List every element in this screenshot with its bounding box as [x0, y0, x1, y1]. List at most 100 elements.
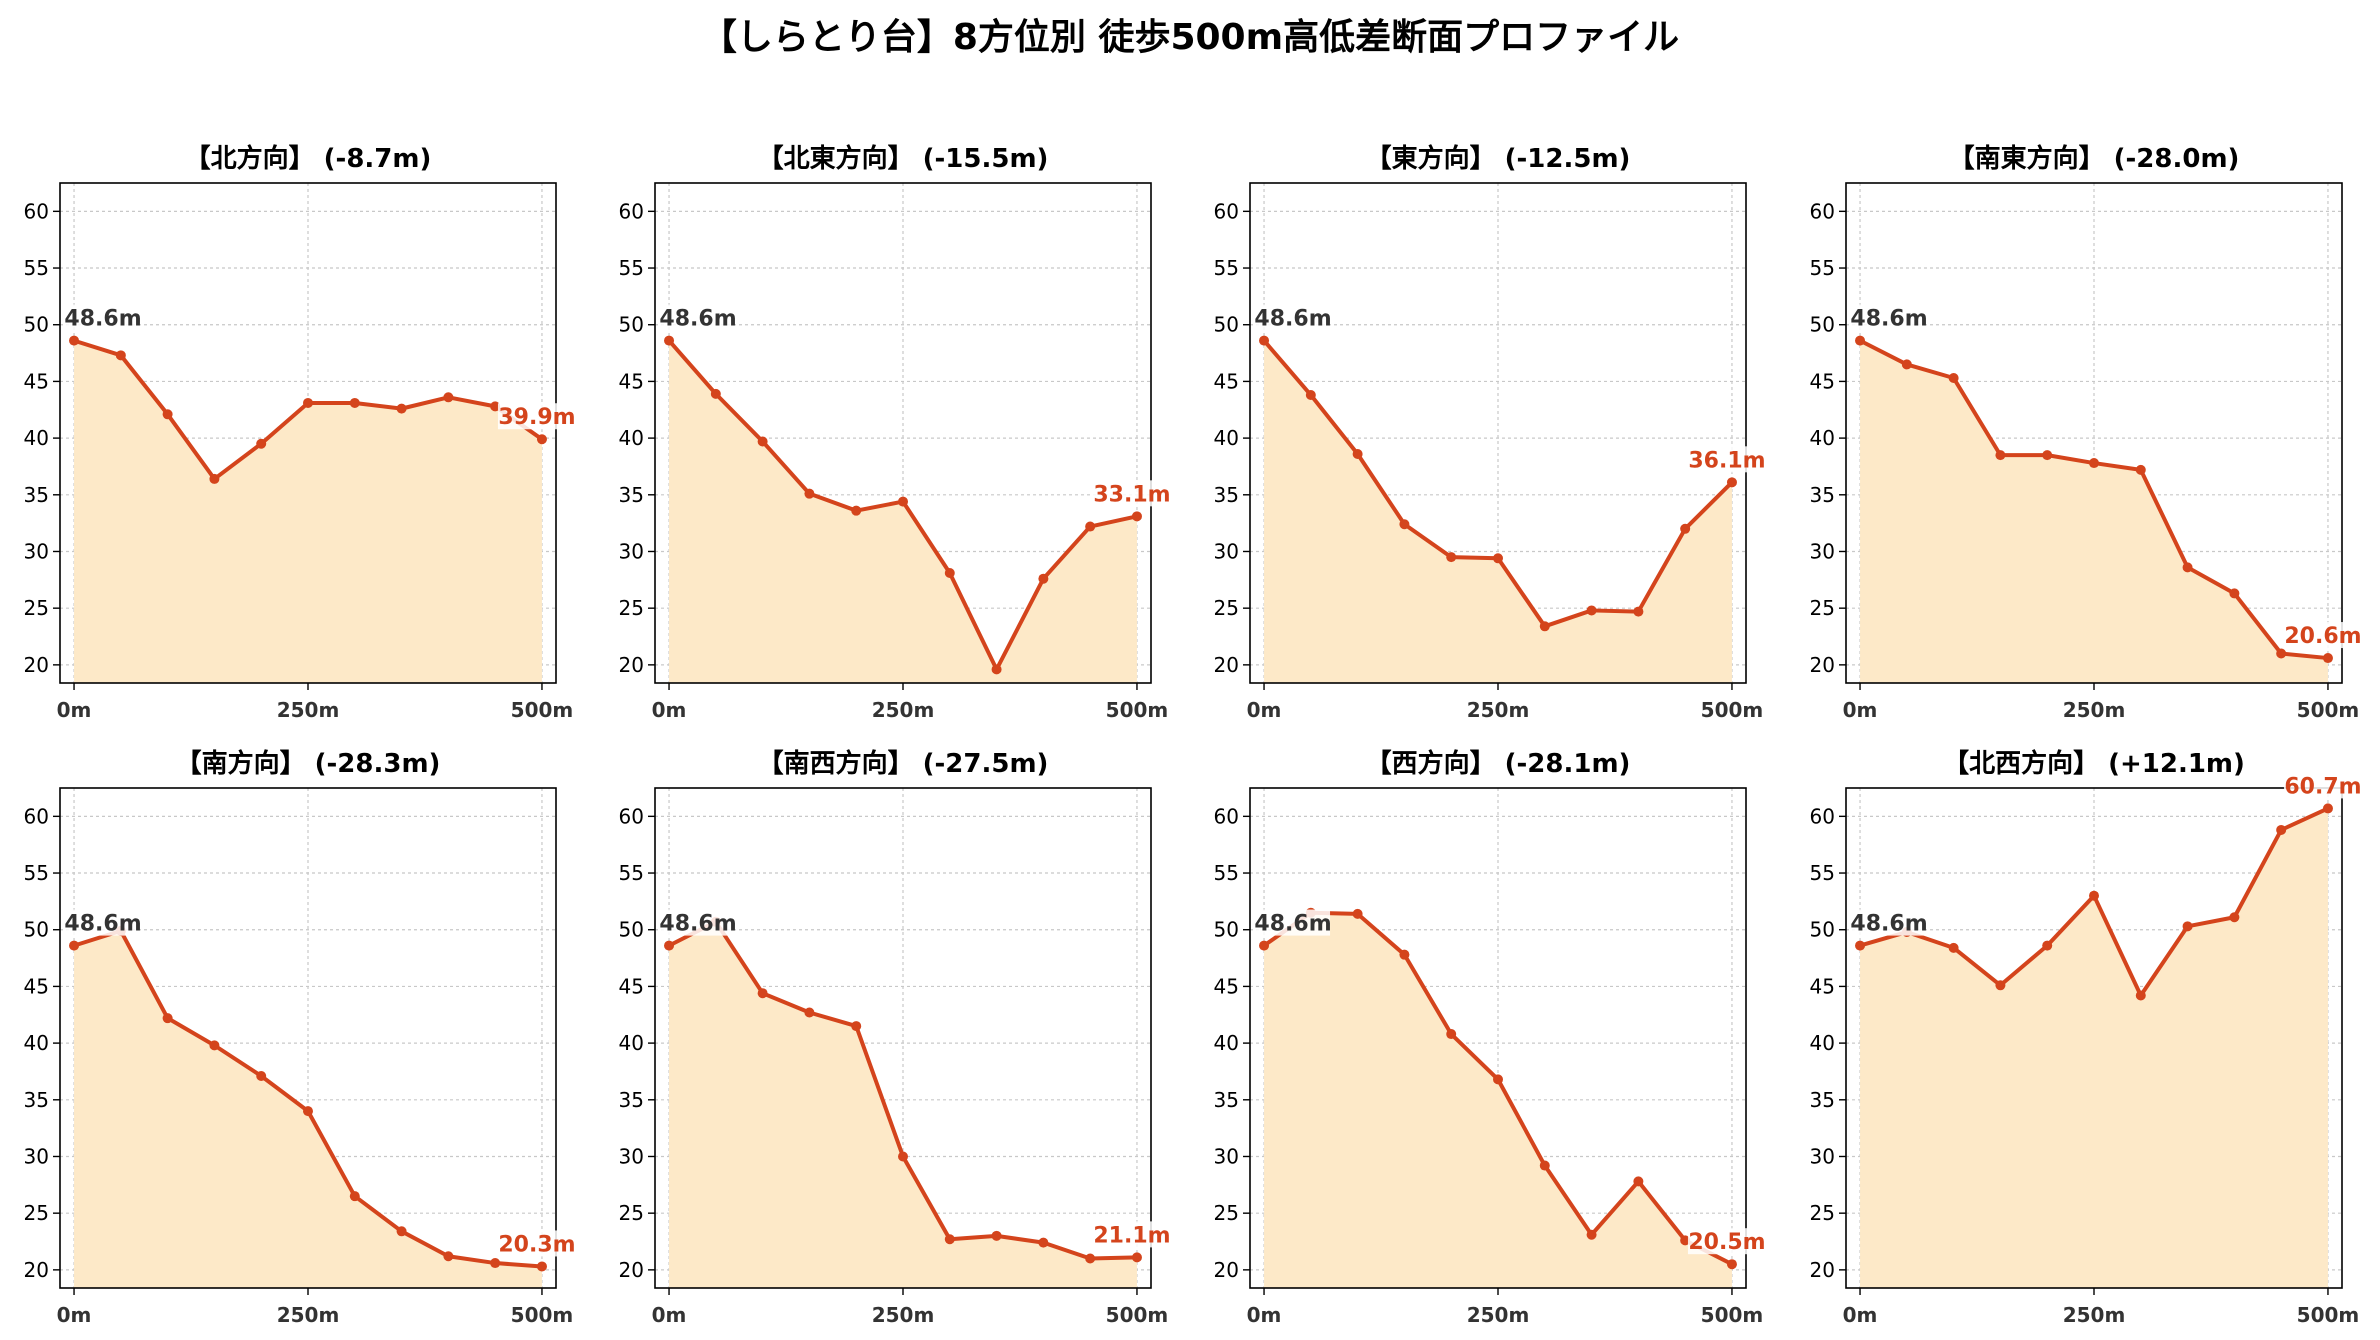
y-tick-label: 40: [24, 426, 49, 450]
y-tick-label: 40: [619, 426, 644, 450]
end-elevation-label: 60.7m: [2284, 774, 2361, 799]
end-label-bg: [1687, 1228, 1766, 1255]
x-tick-label: 500m: [2297, 1303, 2360, 1327]
y-tick-label: 25: [1214, 1201, 1239, 1225]
y-tick-label: 30: [1214, 539, 1239, 563]
data-point: [2229, 588, 2240, 599]
y-tick-label: 55: [1810, 256, 1835, 280]
data-point: [1038, 1237, 1049, 1248]
y-tick-label: 40: [1214, 1031, 1239, 1055]
y-tick-label: 20: [24, 653, 49, 677]
data-point: [2276, 648, 2287, 659]
x-tick-label: 0m: [652, 698, 687, 722]
data-point: [1399, 519, 1410, 530]
x-tick-label: 250m: [1467, 698, 1530, 722]
y-tick-label: 55: [619, 256, 644, 280]
y-tick-label: 60: [1214, 804, 1239, 828]
y-tick-label: 45: [24, 369, 49, 393]
y-tick-label: 50: [24, 313, 49, 337]
area-fill: [669, 921, 1137, 1288]
end-elevation-label: 20.6m: [2284, 624, 2361, 649]
y-tick-label: 55: [24, 861, 49, 885]
subplot-title: 【南東方向】 (-28.0m): [1949, 143, 2240, 174]
start-label-bg: [661, 909, 736, 936]
y-tick-label: 25: [1810, 596, 1835, 620]
data-point: [1085, 521, 1096, 532]
x-tick-label: 500m: [511, 698, 574, 722]
y-tick-label: 40: [1810, 426, 1835, 450]
data-point: [1085, 1253, 1096, 1264]
data-point: [256, 438, 267, 449]
y-tick-label: 60: [1214, 199, 1239, 223]
y-tick-label: 20: [1810, 653, 1835, 677]
data-point: [1901, 359, 1912, 370]
y-tick-label: 20: [619, 653, 644, 677]
y-tick-label: 45: [619, 974, 644, 998]
start-elevation-label: 48.6m: [64, 912, 141, 937]
start-elevation-label: 48.6m: [659, 307, 736, 332]
area-fill: [1860, 808, 2328, 1288]
y-tick-label: 45: [619, 369, 644, 393]
data-point: [944, 1234, 955, 1245]
end-elevation-label: 39.9m: [498, 405, 575, 430]
data-point: [1680, 523, 1691, 534]
end-elevation-label: 20.5m: [1688, 1230, 1765, 1255]
subplot-7: 【北西方向】 (+12.1m) 20 25 30 35 40 45 50 55 60 0m 250m 5…: [1810, 748, 2362, 1327]
y-tick-label: 60: [24, 199, 49, 223]
x-tick-label: 500m: [1701, 698, 1764, 722]
data-point: [1855, 335, 1866, 346]
y-tick-label: 40: [24, 1031, 49, 1055]
data-point: [757, 988, 768, 999]
data-point: [349, 1191, 360, 1202]
data-point: [1633, 606, 1644, 617]
end-elevation-label: 21.1m: [1093, 1223, 1170, 1248]
y-tick-label: 35: [24, 1088, 49, 1112]
start-label-bg: [1256, 909, 1331, 936]
subplot-1: 【北東方向】 (-15.5m) 20 25 30 35 40 45 50 55 60 0m 250m 5…: [619, 143, 1171, 722]
y-tick-label: 55: [1214, 861, 1239, 885]
data-point: [1539, 621, 1550, 632]
y-tick-label: 35: [24, 483, 49, 507]
data-point: [303, 397, 313, 408]
y-tick-label: 50: [1810, 313, 1835, 337]
y-tick-label: 55: [1810, 861, 1835, 885]
data-point: [991, 1230, 1002, 1241]
x-tick-label: 250m: [1467, 1303, 1530, 1327]
area-fill: [669, 340, 1137, 683]
y-tick-label: 20: [24, 1258, 49, 1282]
data-point: [851, 1021, 862, 1032]
data-point: [490, 1258, 501, 1269]
data-point: [162, 1013, 173, 1024]
data-point: [396, 403, 407, 414]
y-tick-label: 45: [1214, 974, 1239, 998]
data-point: [1305, 390, 1316, 401]
start-label-bg: [66, 909, 141, 936]
data-point: [1352, 448, 1363, 459]
area-fill: [1860, 340, 2328, 683]
data-point: [944, 568, 955, 579]
y-tick-label: 45: [1810, 974, 1835, 998]
data-point: [536, 1261, 547, 1272]
x-tick-label: 0m: [57, 1303, 92, 1327]
y-tick-label: 20: [1810, 1258, 1835, 1282]
data-point: [2089, 458, 2099, 469]
start-label-bg: [661, 304, 736, 331]
data-point: [209, 1040, 220, 1051]
subplot-4: 【南方向】 (-28.3m) 20 25 30 35 40 45 50 55 60 0m 250m 50…: [24, 748, 576, 1327]
data-point: [1446, 552, 1457, 563]
y-tick-label: 25: [1214, 596, 1239, 620]
y-tick-label: 60: [24, 804, 49, 828]
x-tick-label: 250m: [872, 1303, 935, 1327]
end-label-bg: [1092, 1221, 1171, 1248]
y-tick-label: 30: [24, 539, 49, 563]
y-tick-label: 30: [1810, 1144, 1835, 1168]
data-point: [115, 350, 126, 361]
data-point: [991, 664, 1002, 675]
data-point: [1259, 335, 1270, 346]
data-point: [1352, 908, 1363, 919]
y-tick-label: 45: [1214, 369, 1239, 393]
y-tick-label: 35: [619, 1088, 644, 1112]
y-tick-label: 35: [1810, 483, 1835, 507]
start-label-bg: [1852, 909, 1927, 936]
data-point: [2042, 940, 2053, 951]
